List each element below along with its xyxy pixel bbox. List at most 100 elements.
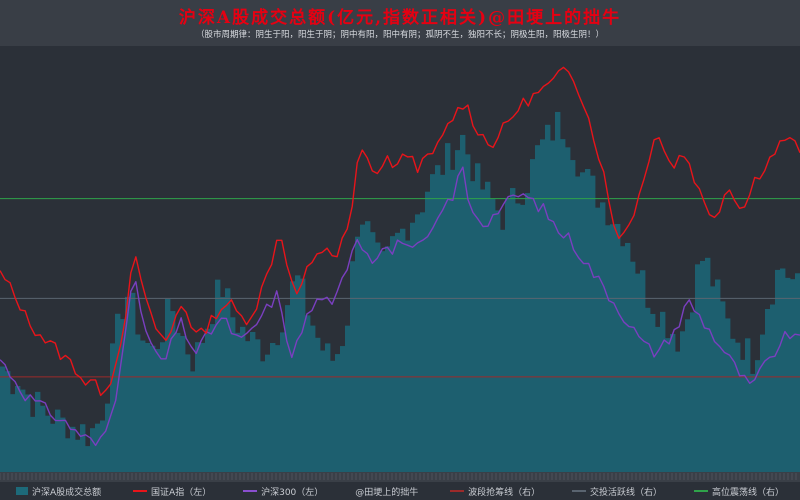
volume-bar (790, 279, 796, 472)
legend-item[interactable]: 波段抢筹线（右） (450, 485, 540, 498)
legend: 沪深A股成交总额 国证A指（左） 沪深300（左） @田埂上的拙牛 波段抢筹线（右） 交投… (0, 482, 800, 500)
volume-bar (565, 147, 571, 473)
volume-bar (65, 438, 71, 472)
volume-bar (535, 145, 541, 472)
volume-bar (80, 424, 86, 472)
volume-bar (720, 301, 726, 472)
volume-bar (630, 261, 636, 472)
legend-swatch (243, 490, 258, 492)
volume-bar (195, 342, 201, 472)
legend-swatch (572, 490, 587, 492)
volume-bar (710, 286, 716, 472)
volume-bar (205, 328, 211, 472)
plot-area (0, 66, 800, 482)
volume-bar (20, 389, 26, 472)
volume-bar (370, 232, 376, 472)
volume-bar (635, 273, 641, 472)
volume-bar (170, 311, 176, 472)
volume-bar (760, 334, 766, 472)
volume-bar (685, 319, 691, 472)
volume-bar (230, 317, 236, 472)
chart-title: 沪深A股成交总额(亿元,指数正相关)@田埂上的拙牛 (178, 8, 622, 28)
legend-item[interactable]: 交投活跃线（右） (572, 485, 662, 498)
volume-bar (280, 332, 286, 472)
legend-swatch (693, 490, 708, 492)
volume-bar (490, 199, 496, 473)
volume-bar (590, 175, 596, 472)
legend-label: 高位震荡线（右） (711, 487, 784, 498)
volume-bar (450, 169, 456, 472)
volume-bar (365, 221, 371, 472)
legend-label: 国证A指（左） (151, 487, 212, 498)
volume-bar (255, 339, 261, 472)
legend-item[interactable]: 沪深300（左） (243, 485, 323, 498)
volume-bar (430, 174, 436, 472)
volume-bar (540, 139, 546, 472)
volume-bar (665, 338, 671, 472)
volume-bar (25, 394, 31, 472)
volume-bar (730, 338, 736, 472)
volume-bar (285, 305, 291, 472)
volume-bar (390, 236, 396, 472)
volume-bar (275, 345, 281, 472)
volume-bar (310, 325, 316, 472)
volume-bar (135, 334, 141, 472)
legend-label: 沪深300（左） (261, 487, 324, 498)
volume-bar (125, 296, 131, 472)
volume-bar (15, 386, 21, 472)
volume-bar (650, 313, 656, 472)
volume-bar (265, 354, 271, 472)
volume-bar (385, 246, 391, 472)
volume-bar (495, 210, 501, 472)
volume-bar (10, 394, 16, 472)
chart-subtitle: （股市周期律：阴生于阳，阳生于阴；阴中有阳，阳中有阴；孤阴不生，独阳不长；阴极生… (195, 30, 604, 40)
volume-bar (410, 222, 416, 472)
volume-bar (220, 297, 226, 472)
volume-bar (160, 342, 166, 472)
legend-swatch (133, 490, 148, 492)
volume-bar (330, 360, 336, 472)
volume-bar (340, 346, 346, 472)
volume-bar (75, 439, 81, 472)
volume-bar (105, 403, 111, 472)
volume-bar (270, 342, 276, 472)
legend-item[interactable]: 国证A指（左） (133, 485, 211, 498)
volume-bar (580, 172, 586, 472)
volume-bar (240, 326, 246, 472)
volume-bar (620, 246, 626, 472)
volume-bar (750, 373, 756, 472)
volume-bar (655, 326, 661, 472)
volume-bar (190, 371, 196, 472)
volume-bar (560, 139, 566, 472)
volume-bar (215, 279, 221, 472)
hs300-line (0, 166, 800, 447)
volume-bar (645, 307, 651, 472)
header: 沪深A股成交总额(亿元,指数正相关)@田埂上的拙牛 （股市周期律：阴生于阳，阳生… (0, 0, 800, 46)
volume-bar (30, 416, 36, 472)
volume-bar (695, 264, 701, 472)
volume-bar (50, 423, 56, 472)
volume-bar (185, 354, 191, 472)
volume-bar (145, 342, 151, 472)
volume-bar (480, 189, 486, 472)
legend-item[interactable]: @田埂上的拙牛 (355, 485, 418, 498)
legend-label: 波段抢筹线（右） (468, 487, 541, 498)
volume-bar (380, 251, 386, 472)
legend-item[interactable]: 高位震荡线（右） (693, 485, 784, 498)
volume-bar (515, 203, 521, 472)
volume-bar (610, 224, 616, 472)
volume-bar (150, 345, 156, 472)
volume-bar (55, 409, 61, 472)
volume-bar (445, 143, 451, 472)
volume-bar (90, 428, 96, 472)
volume-bar (235, 332, 241, 472)
volume-bar (740, 359, 746, 472)
volume-bar (670, 333, 676, 472)
volume-bar (500, 229, 506, 472)
legend-item[interactable]: 沪深A股成交总额 (15, 485, 101, 498)
volume-bar (120, 319, 126, 472)
volume-bar (140, 340, 146, 472)
volume-bar (70, 426, 76, 472)
index-a-line (0, 66, 800, 397)
